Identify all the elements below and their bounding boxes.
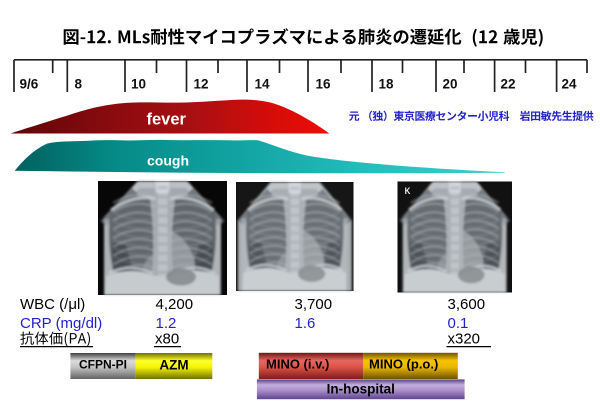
svg-text:CRP (mg/dl): CRP (mg/dl) (20, 315, 102, 332)
svg-text:3,700: 3,700 (295, 296, 333, 313)
svg-text:x80: x80 (155, 331, 179, 348)
svg-text:MINO (i.v.): MINO (i.v.) (266, 357, 329, 372)
svg-text:1.2: 1.2 (156, 315, 177, 332)
svg-text:24: 24 (562, 77, 578, 92)
svg-text:In-hospital: In-hospital (327, 381, 395, 396)
svg-text:AZM: AZM (159, 358, 188, 373)
svg-text:3,600: 3,600 (448, 296, 486, 313)
svg-text:14: 14 (255, 77, 271, 92)
svg-text:9/6: 9/6 (20, 77, 39, 92)
svg-text:18: 18 (379, 77, 395, 92)
svg-text:10: 10 (131, 77, 146, 92)
svg-text:8: 8 (75, 77, 83, 92)
svg-text:WBC (/μl): WBC (/μl) (20, 296, 85, 313)
svg-text:22: 22 (501, 77, 516, 92)
svg-text:MINO (p.o.): MINO (p.o.) (369, 357, 438, 372)
svg-text:16: 16 (316, 77, 332, 92)
svg-text:20: 20 (443, 77, 458, 92)
svg-text:CFPN-PI: CFPN-PI (79, 358, 127, 372)
svg-text:4,200: 4,200 (156, 296, 194, 313)
svg-text:cough: cough (147, 153, 189, 169)
svg-text:0.1: 0.1 (448, 315, 469, 332)
svg-text:fever: fever (147, 111, 187, 129)
svg-text:x320: x320 (448, 331, 481, 348)
svg-text:K: K (405, 186, 411, 196)
svg-text:12: 12 (194, 77, 209, 92)
svg-text:1.6: 1.6 (295, 315, 316, 332)
